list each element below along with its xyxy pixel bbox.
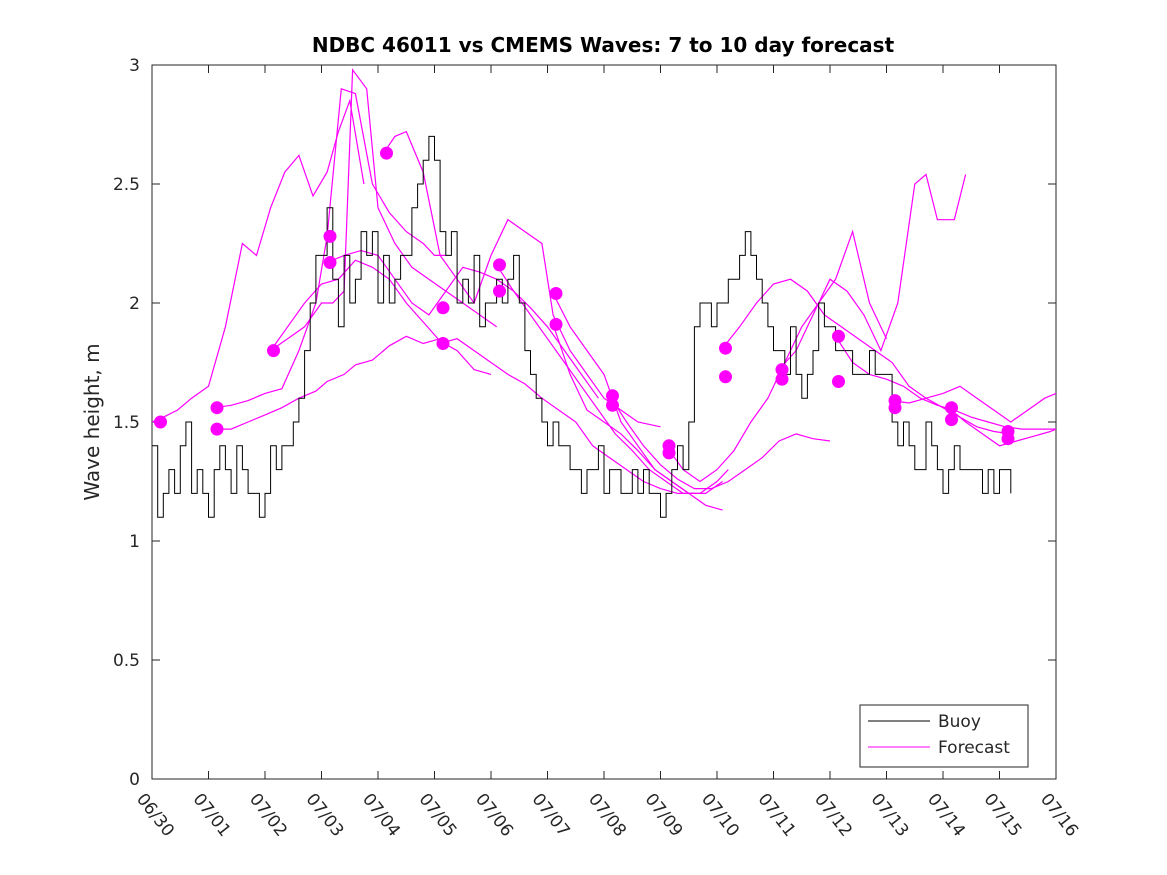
forecast-marker — [323, 229, 337, 243]
forecast-marker — [436, 337, 450, 350]
forecast-marker — [888, 401, 902, 415]
y-tick-label: 3 — [129, 56, 140, 76]
forecast-marker — [832, 375, 845, 388]
forecast-marker — [945, 401, 958, 415]
y-axis-label: Wave height, m — [80, 343, 104, 500]
y-tick-label: 0.5 — [113, 651, 140, 671]
forecast-line — [552, 324, 723, 511]
forecast-marker — [210, 401, 224, 415]
forecast-marker — [380, 146, 393, 160]
legend-forecast-label: Forecast — [938, 738, 1010, 758]
forecast-line — [270, 68, 497, 352]
forecast-marker — [1001, 432, 1015, 446]
forecast-marker — [719, 341, 732, 355]
forecast-line — [214, 87, 446, 409]
forecast-marker — [210, 422, 224, 436]
forecast-line — [778, 173, 967, 371]
forecast-line — [892, 385, 1057, 423]
forecast-marker — [832, 329, 845, 343]
forecast-marker — [662, 446, 676, 460]
y-tick-label: 2.5 — [113, 175, 140, 195]
forecast-marker — [267, 344, 280, 358]
chart-title: NDBC 46011 vs CMEMS Waves: 7 to 10 day f… — [312, 33, 895, 57]
y-tick-label: 1.5 — [113, 413, 140, 433]
forecast-line — [722, 278, 1011, 435]
y-tick-label: 0 — [129, 770, 140, 790]
forecast-line — [151, 98, 365, 423]
forecast-marker — [606, 389, 619, 403]
forecast-line — [552, 293, 723, 494]
forecast-marker — [775, 372, 789, 386]
forecast-line — [270, 259, 492, 375]
forecast-line — [214, 335, 441, 430]
legend: Buoy Forecast — [859, 704, 1029, 768]
forecast-line — [383, 130, 661, 428]
y-tick-label: 1 — [129, 532, 140, 552]
forecast-marker — [493, 284, 506, 298]
buoy-line — [152, 135, 1012, 518]
forecast-marker — [549, 287, 563, 300]
forecast-marker — [606, 398, 619, 412]
y-tick-label: 2 — [129, 294, 140, 314]
forecast-marker — [775, 363, 789, 377]
forecast-marker — [945, 413, 958, 427]
forecast-marker — [154, 415, 167, 429]
legend-box — [859, 704, 1029, 768]
legend-buoy-label: Buoy — [938, 712, 981, 732]
forecast-marker — [436, 301, 450, 315]
forecast-marker — [719, 370, 732, 384]
forecast-marker — [323, 256, 337, 269]
forecast-marker — [493, 258, 506, 272]
forecast-marker — [549, 317, 563, 331]
forecast-line — [609, 395, 831, 490]
forecast-line — [439, 338, 695, 494]
